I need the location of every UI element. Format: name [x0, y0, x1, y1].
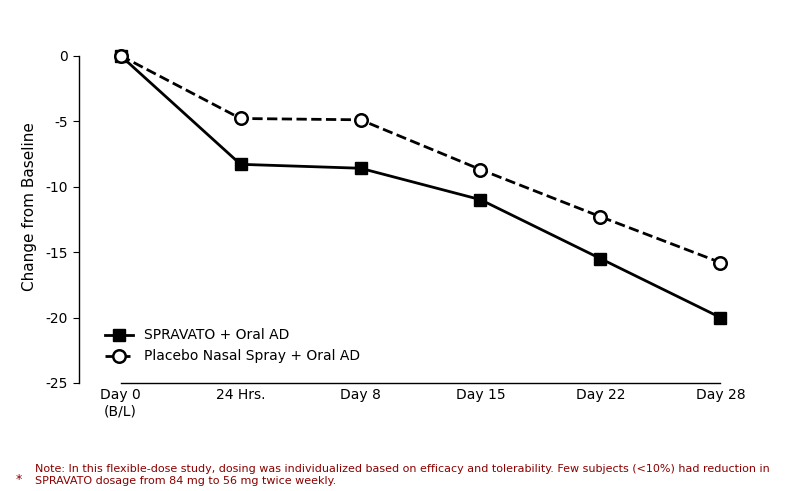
Text: Note: In this flexible-dose study, dosing was individualized based on efficacy a: Note: In this flexible-dose study, dosin… [35, 464, 770, 486]
Legend: SPRAVATO + Oral AD, Placebo Nasal Spray + Oral AD: SPRAVATO + Oral AD, Placebo Nasal Spray … [99, 323, 365, 369]
Text: *: * [16, 473, 22, 486]
Y-axis label: Change from Baseline: Change from Baseline [22, 122, 38, 291]
